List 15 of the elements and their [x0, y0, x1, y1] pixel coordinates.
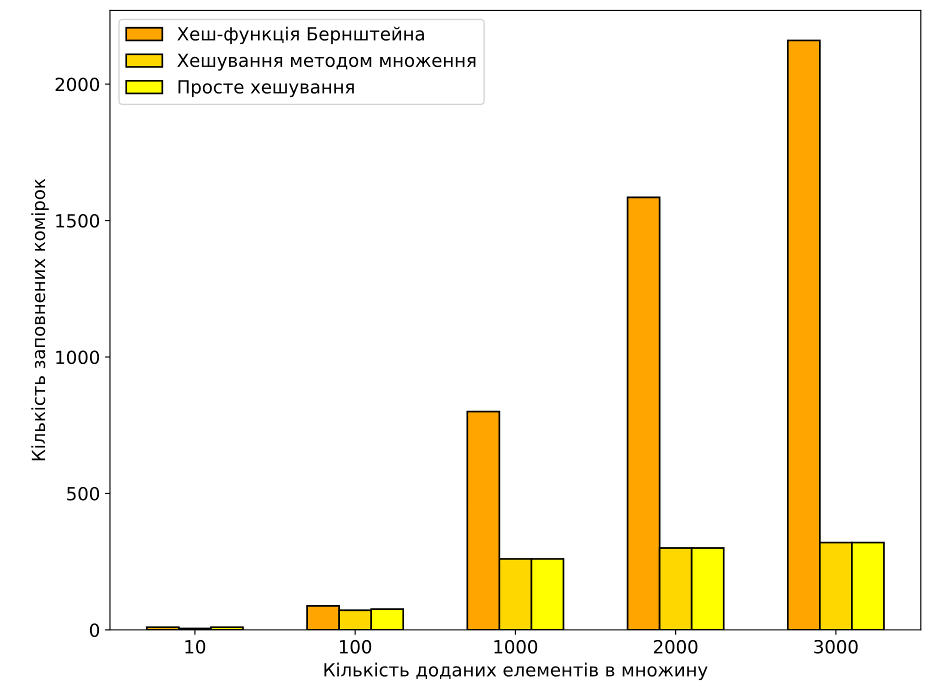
y-tick-label: 1500 — [56, 214, 100, 228]
y-tick-label: 500 — [67, 486, 100, 501]
x-axis-title: Кількість доданих елементів в множину — [324, 662, 708, 680]
legend-label: Просте хешування — [178, 80, 354, 98]
x-tick-label: 2000 — [654, 640, 698, 654]
x-tick-label: 3000 — [814, 640, 858, 654]
y-tick-label: 0 — [90, 623, 100, 637]
y-tick-label: 1000 — [56, 350, 100, 364]
y-axis-title: Кількість заповнених комірок — [31, 178, 49, 460]
legend-label: Хеш-функція Бернштейна — [177, 26, 424, 44]
legend-label: Хешування методом множення — [177, 54, 476, 71]
x-tick-label: 10 — [185, 640, 206, 654]
y-tick-label: 2000 — [56, 78, 100, 92]
x-tick-label: 1000 — [494, 640, 538, 654]
x-tick-label: 100 — [340, 640, 372, 654]
